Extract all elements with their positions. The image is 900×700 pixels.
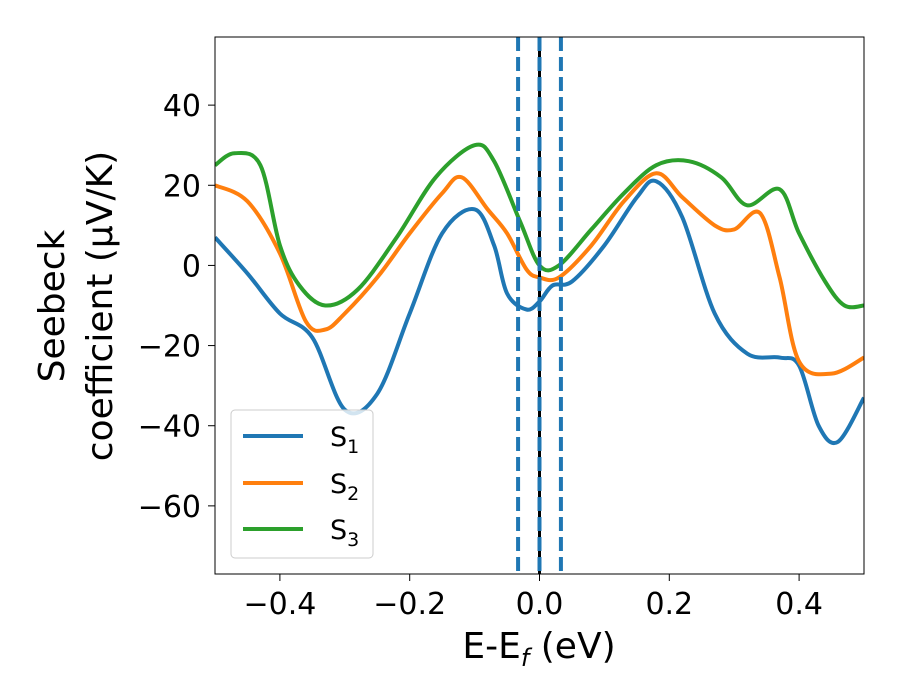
y-axis-title-line1: Seebeck bbox=[32, 229, 73, 382]
tick-layer: −0.4 −0.2 0.0 0.2 0.4 40 20 0 −20 −40 −60 bbox=[138, 89, 823, 622]
legend-label-s1: S1 bbox=[330, 422, 359, 458]
y-tick-label: 40 bbox=[163, 89, 201, 124]
legend-label-s3: S3 bbox=[330, 515, 359, 551]
x-axis-title: E-Ef (eV) bbox=[462, 626, 615, 672]
y-tick-label: −40 bbox=[138, 410, 201, 445]
x-tick-label: 0.2 bbox=[645, 587, 693, 622]
series-line-s2 bbox=[215, 171, 864, 377]
x-tick-label: −0.4 bbox=[243, 587, 316, 622]
y-tick-label: −60 bbox=[138, 490, 201, 525]
y-tick-label: 20 bbox=[163, 169, 201, 204]
vline-layer bbox=[516, 37, 563, 574]
x-tick-label: 0.0 bbox=[516, 587, 564, 622]
legend-label-s2: S2 bbox=[330, 469, 359, 505]
x-axis-title-tail: (eV) bbox=[529, 626, 615, 667]
x-axis-title-main: E-E bbox=[462, 626, 520, 667]
series-line-s3 bbox=[215, 142, 864, 310]
y-tick-label: 0 bbox=[182, 249, 201, 284]
x-tick-label: −0.2 bbox=[373, 587, 446, 622]
x-tick-label: 0.4 bbox=[775, 587, 823, 622]
y-tick-label: −20 bbox=[138, 330, 201, 365]
legend: S1 S2 S3 bbox=[230, 409, 374, 559]
y-axis-title-line2: coefficient (μV/K) bbox=[80, 151, 121, 461]
